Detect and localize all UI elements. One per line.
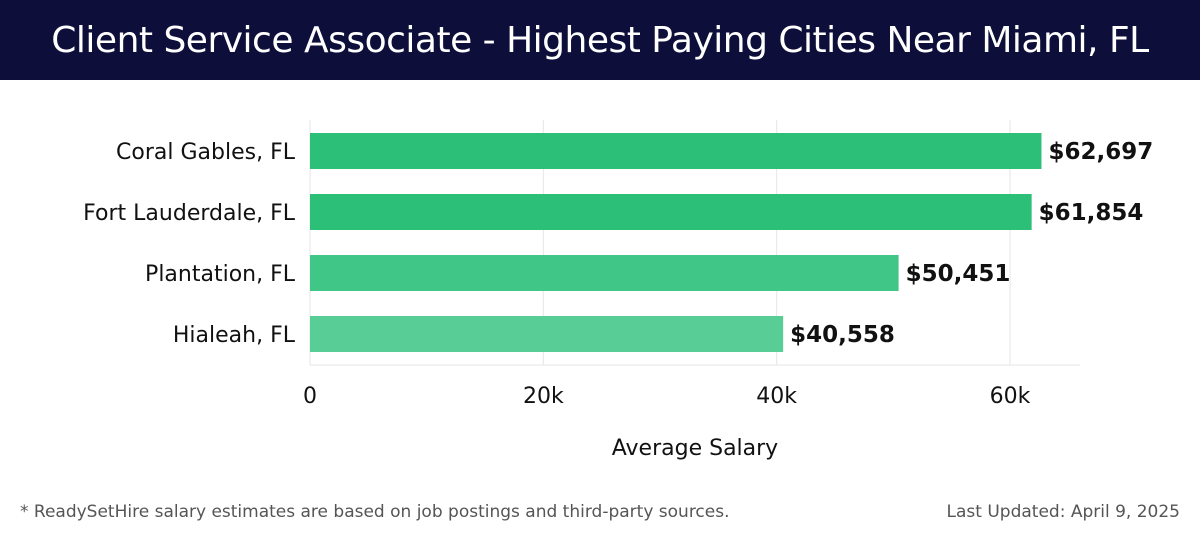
- value-labels: $62,697 $61,854 $50,451 $40,558: [790, 139, 1153, 348]
- bar: [310, 194, 1032, 230]
- x-tick-label: 0: [303, 384, 317, 409]
- title-banner: Client Service Associate - Highest Payin…: [0, 0, 1200, 80]
- bars: [310, 133, 1042, 352]
- bar-value-label: $40,558: [790, 322, 895, 348]
- category-label: Coral Gables, FL: [116, 140, 296, 165]
- x-tick-label: 60k: [990, 384, 1031, 409]
- last-updated: Last Updated: April 9, 2025: [946, 502, 1180, 522]
- chart-title: Client Service Associate - Highest Payin…: [51, 19, 1149, 61]
- bar: [310, 255, 899, 291]
- bar: [310, 133, 1042, 169]
- bar-value-label: $50,451: [906, 261, 1011, 287]
- bar-value-label: $61,854: [1039, 200, 1144, 226]
- x-tick-label: 40k: [756, 384, 797, 409]
- x-tick-label: 20k: [523, 384, 564, 409]
- bar-chart: $62,697 $61,854 $50,451 $40,558 Coral Gable…: [83, 120, 1153, 461]
- x-axis-label: Average Salary: [612, 436, 778, 461]
- x-tick-labels: 0 20k 40k 60k: [303, 384, 1031, 409]
- category-label: Fort Lauderdale, FL: [83, 201, 296, 226]
- footer-note: * ReadySetHire salary estimates are base…: [20, 502, 730, 522]
- bar-value-label: $62,697: [1048, 139, 1153, 165]
- bar: [310, 316, 784, 352]
- category-label: Hialeah, FL: [173, 323, 296, 348]
- category-label: Plantation, FL: [145, 262, 296, 287]
- category-labels: Coral Gables, FL Fort Lauderdale, FL Plant…: [83, 140, 296, 348]
